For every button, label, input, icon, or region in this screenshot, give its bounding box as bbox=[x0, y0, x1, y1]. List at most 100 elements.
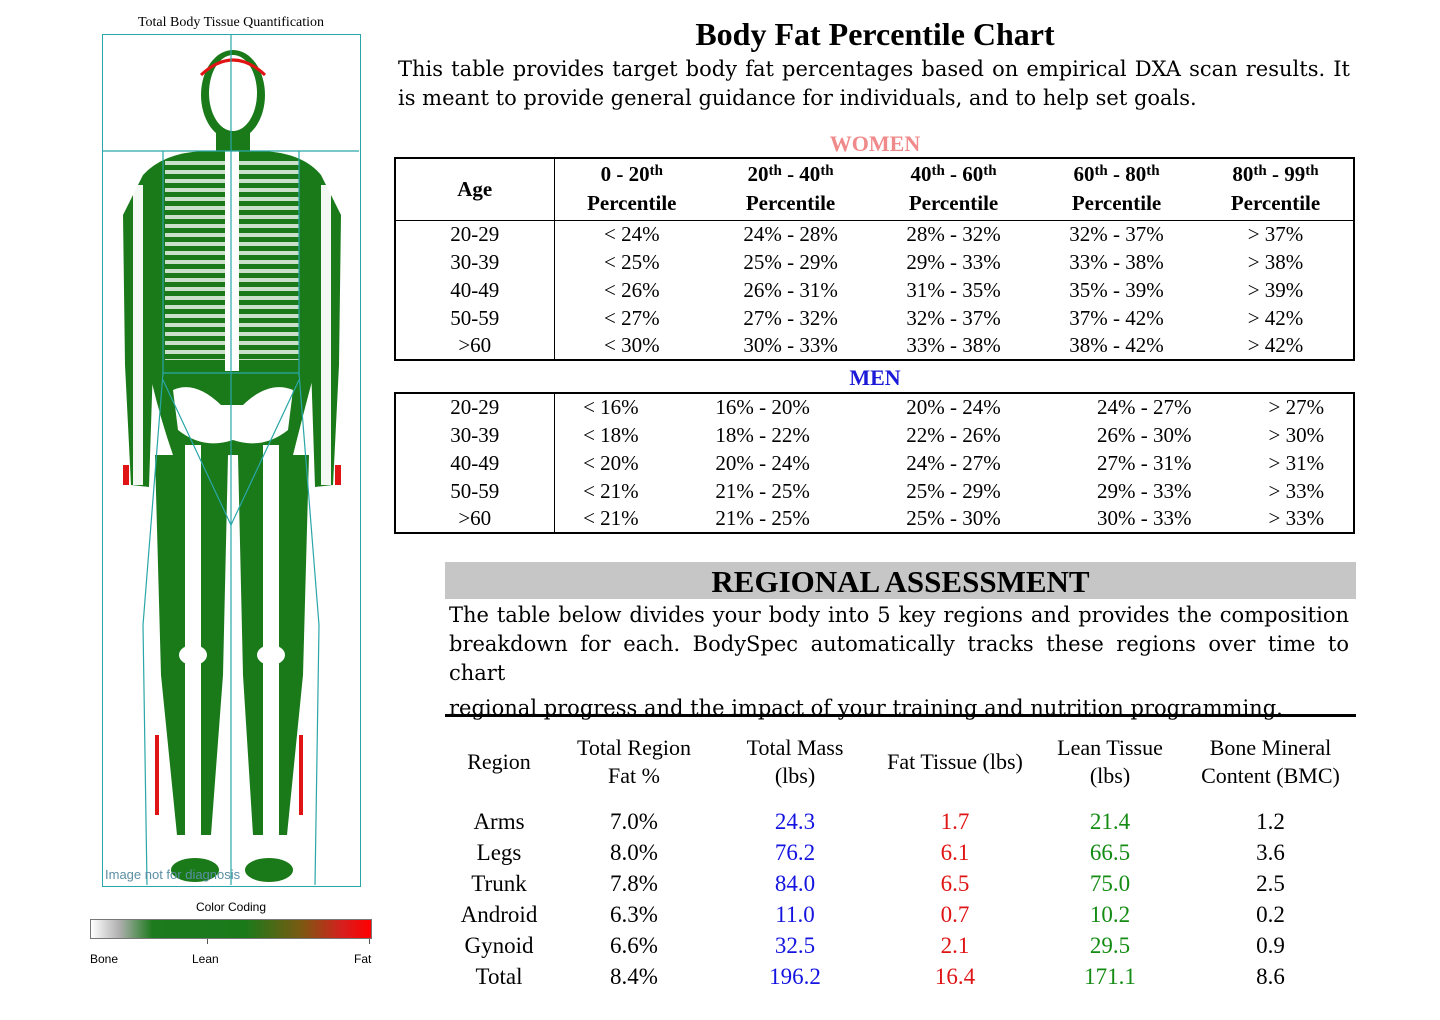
fat-tissue-header: Fat Tissue (lbs) bbox=[887, 749, 1023, 774]
fat-tissue-cell: 6.1 bbox=[940, 839, 970, 865]
table-row: Android 6.3% 11.0 0.7 10.2 0.2 bbox=[445, 899, 1356, 930]
regional-paragraph-part-2: regional progress and the impact of your… bbox=[449, 696, 1283, 720]
table-row: Arms 7.0% 24.3 1.7 21.4 1.2 bbox=[445, 796, 1356, 837]
col-20-40-high: - 40 bbox=[781, 162, 821, 187]
table-row: Trunk 7.8% 84.0 6.5 75.0 2.5 bbox=[445, 868, 1356, 899]
percentile-word: Percentile bbox=[1230, 191, 1321, 216]
percentile-cell: 28% - 32% bbox=[906, 221, 1001, 246]
table-row: 20-29 < 24% 24% - 28% 28% - 32% 32% - 37% > 3… bbox=[395, 220, 1354, 248]
mass-cell: 196.2 bbox=[769, 963, 821, 989]
percentile-cell: 30% - 33% bbox=[1097, 506, 1192, 530]
table-row: 50-59 < 21% 21% - 25% 25% - 29% 29% - 33% > 3… bbox=[395, 477, 1354, 505]
regional-paragraph: The table below divides your body into 5… bbox=[449, 601, 1349, 723]
region-cell: Gynoid bbox=[464, 932, 534, 958]
lean-header: Lean Tissue (lbs) bbox=[1035, 728, 1185, 796]
lean-header-line-2: (lbs) bbox=[1089, 763, 1131, 788]
fat-pct-cell: 8.4% bbox=[610, 963, 658, 989]
table-row: 20-29 < 16% 16% - 20% 20% - 24% 24% - 27% > 2… bbox=[395, 393, 1354, 421]
fat-pct-cell: 7.0% bbox=[610, 808, 658, 834]
percentile-cell: 32% - 37% bbox=[1069, 221, 1164, 246]
mass-cell: 32.5 bbox=[774, 932, 816, 958]
percentile-cell: > 37% bbox=[1247, 221, 1304, 246]
age-cell: 30-39 bbox=[395, 421, 555, 449]
legend-bone-label: Bone bbox=[90, 952, 119, 966]
lean-cell: 75.0 bbox=[1089, 870, 1131, 896]
bmc-cell: 0.9 bbox=[1256, 932, 1285, 958]
col-80-99-high: - 99 bbox=[1266, 162, 1306, 187]
table-row: Total 8.4% 196.2 16.4 171.1 8.6 bbox=[445, 961, 1356, 992]
col-40-60-header: 40th - 60th Percentile bbox=[872, 158, 1036, 221]
percentile-cell: 24% - 27% bbox=[1097, 395, 1192, 419]
fat-tissue-cell: 0.7 bbox=[940, 901, 970, 927]
mass-header: Total Mass (lbs) bbox=[715, 728, 875, 796]
women-label: WOMEN bbox=[829, 131, 921, 156]
table-row: Gynoid 6.6% 32.5 2.1 29.5 0.9 bbox=[445, 930, 1356, 961]
percentile-cell: < 18% bbox=[583, 422, 639, 447]
color-coding-title: Color Coding bbox=[195, 900, 267, 914]
percentile-cell: 16% - 20% bbox=[715, 395, 810, 419]
age-cell: 40-49 bbox=[395, 276, 555, 304]
page-title: Body Fat Percentile Chart bbox=[695, 16, 1055, 52]
fat-pct-cell: 8.0% bbox=[610, 839, 658, 865]
age-cell: >60 bbox=[395, 505, 555, 533]
men-label: MEN bbox=[849, 365, 901, 390]
percentile-cell: 37% - 42% bbox=[1069, 305, 1164, 330]
table-row: >60 < 30% 30% - 33% 33% - 38% 38% - 42% > 42% bbox=[395, 332, 1354, 360]
color-coding-bar bbox=[90, 919, 372, 939]
percentile-word: Percentile bbox=[1071, 191, 1162, 216]
lean-cell: 29.5 bbox=[1089, 932, 1131, 958]
bmc-cell: 0.2 bbox=[1256, 901, 1285, 927]
intro-paragraph: This table provides target body fat perc… bbox=[398, 57, 1350, 110]
fat-tissue-cell: 2.1 bbox=[940, 932, 970, 958]
percentile-cell: < 26% bbox=[603, 277, 660, 302]
fat-pct-cell: 7.8% bbox=[610, 870, 658, 896]
fat-tissue-cell: 6.5 bbox=[940, 870, 970, 896]
age-cell: 50-59 bbox=[395, 477, 555, 505]
percentile-cell: 29% - 33% bbox=[1097, 478, 1192, 503]
regional-header-row: Region Total Region Fat % Total Mass (lbs)… bbox=[445, 728, 1356, 796]
percentile-cell: > 31% bbox=[1268, 450, 1325, 475]
regional-heading-band bbox=[445, 562, 1356, 599]
scan-title: Total Body Tissue Quantification bbox=[137, 15, 325, 30]
body-silhouette bbox=[123, 50, 341, 882]
percentile-word: Percentile bbox=[745, 191, 836, 216]
age-cell: 20-29 bbox=[395, 220, 555, 248]
percentile-cell: 33% - 38% bbox=[1069, 249, 1164, 274]
percentile-cell: < 20% bbox=[583, 450, 639, 475]
mass-cell: 84.0 bbox=[774, 870, 816, 896]
percentile-cell: > 38% bbox=[1247, 249, 1304, 274]
col-80-99-header: 80th - 99th Percentile bbox=[1198, 158, 1354, 221]
percentile-cell: > 33% bbox=[1268, 506, 1325, 530]
age-cell: >60 bbox=[395, 332, 555, 360]
percentile-cell: > 33% bbox=[1268, 478, 1325, 503]
bmc-cell: 1.2 bbox=[1256, 808, 1285, 834]
th-suffix: th bbox=[768, 163, 782, 180]
mass-cell: 76.2 bbox=[774, 839, 816, 865]
age-cell: 30-39 bbox=[395, 248, 555, 276]
bmc-header: Bone Mineral Content (BMC) bbox=[1185, 728, 1356, 796]
bmc-header-line-1: Bone Mineral bbox=[1209, 735, 1332, 760]
region-header: Region bbox=[467, 749, 531, 774]
region-cell: Android bbox=[460, 901, 538, 927]
th-suffix: th bbox=[820, 163, 834, 180]
percentile-cell: 26% - 30% bbox=[1097, 422, 1192, 447]
table-row: Legs 8.0% 76.2 6.1 66.5 3.6 bbox=[445, 837, 1356, 868]
percentile-cell: 22% - 26% bbox=[906, 422, 1001, 447]
color-bar-tick bbox=[207, 939, 208, 944]
mass-cell: 11.0 bbox=[775, 901, 815, 927]
region-cell: Trunk bbox=[471, 870, 527, 896]
lean-header-line-1: Lean Tissue bbox=[1057, 735, 1163, 760]
col-0-20-header: 0 - 20th Percentile bbox=[554, 158, 710, 221]
age-cell: 50-59 bbox=[395, 304, 555, 332]
table-row: 30-39 < 25% 25% - 29% 29% - 33% 33% - 38% > 3… bbox=[395, 248, 1354, 276]
table-row: 40-49 < 26% 26% - 31% 31% - 35% 35% - 39% > 3… bbox=[395, 276, 1354, 304]
percentile-cell: < 30% bbox=[603, 333, 660, 357]
col-20-40-low: 20 bbox=[747, 162, 769, 187]
bmc-cell: 8.6 bbox=[1256, 963, 1285, 989]
percentile-cell: 38% - 42% bbox=[1069, 333, 1164, 357]
th-suffix: th bbox=[931, 163, 945, 180]
percentile-cell: 25% - 29% bbox=[906, 478, 1001, 503]
percentile-cell: < 21% bbox=[583, 478, 639, 503]
percentile-cell: > 27% bbox=[1268, 395, 1325, 419]
th-suffix: th bbox=[1094, 163, 1108, 180]
